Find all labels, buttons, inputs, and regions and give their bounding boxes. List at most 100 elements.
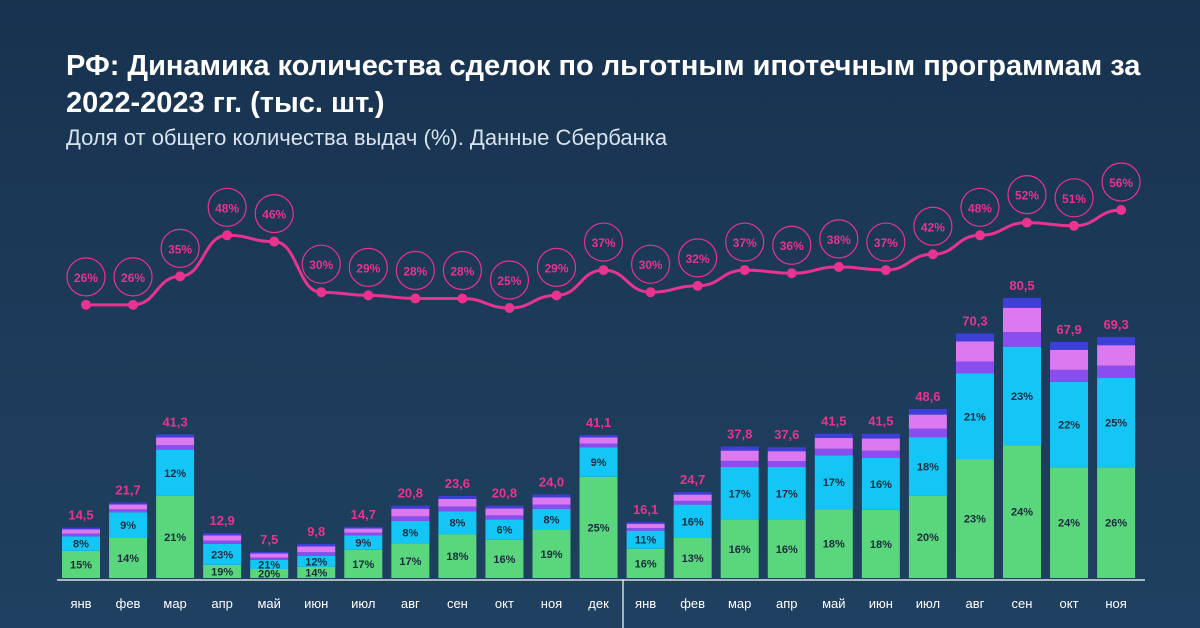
- bar-label-green: 24%: [1011, 507, 1033, 519]
- share-label: 37%: [592, 236, 616, 250]
- bar-segment-pink: [1003, 307, 1041, 333]
- share-label: 37%: [874, 236, 898, 250]
- bar-segment-green: [626, 548, 665, 578]
- share-label: 42%: [921, 220, 945, 234]
- bar-segment-violet: [297, 552, 336, 556]
- share-point: [927, 249, 938, 260]
- bar-segment-pink: [908, 414, 947, 429]
- x-tick-label: сен: [447, 596, 468, 611]
- share-line: [86, 208, 1122, 310]
- x-tick-label: мар: [728, 596, 751, 611]
- share-label-circle: [583, 222, 624, 262]
- bar-label-cyan: 18%: [917, 462, 939, 474]
- bar-label-green: 23%: [964, 514, 986, 526]
- bar-segment-green: [203, 564, 242, 578]
- bar-segment-green: [1050, 467, 1089, 578]
- bar-label-green: 14%: [117, 553, 139, 565]
- share-label: 36%: [780, 239, 804, 253]
- x-tick-label: окт: [1060, 596, 1079, 611]
- bar-segment-cyan: [391, 520, 430, 544]
- bar-segment-green: [955, 459, 994, 578]
- bar-segment-green: [908, 495, 947, 578]
- bar-total-label: 24,0: [539, 475, 564, 490]
- bar-segment-green: [109, 538, 148, 578]
- bar-label-cyan: 21%: [964, 411, 986, 423]
- share-label-circle: [66, 257, 106, 297]
- x-tick-label: авг: [966, 596, 985, 611]
- bar-label-green: 17%: [399, 556, 421, 568]
- share-point: [551, 290, 562, 301]
- bar-segment-pink: [203, 535, 242, 541]
- share-label-circle: [207, 187, 247, 227]
- bar-segment-cyan: [297, 555, 336, 567]
- bar-segment-cyan: [814, 455, 853, 510]
- bar-segment-cyan: [579, 447, 618, 477]
- bar-segment-violet: [391, 516, 430, 521]
- bar-total-label: 14,5: [68, 508, 93, 523]
- share-label: 26%: [121, 271, 145, 285]
- share-label-circle: [725, 222, 765, 262]
- bar-segment-pink: [485, 508, 524, 516]
- share-label: 28%: [450, 265, 474, 279]
- x-tick-label: окт: [495, 596, 514, 611]
- bar-segment-cyan: [485, 519, 524, 540]
- bar-segment-pink: [767, 451, 806, 462]
- bar-label-cyan: 17%: [776, 488, 798, 500]
- bar-segment-green: [579, 476, 618, 578]
- bar-label-green: 19%: [540, 549, 562, 561]
- bar-segment-navy: [1003, 298, 1041, 308]
- share-label-circle: [301, 244, 341, 284]
- bar-segment-violet: [156, 445, 195, 450]
- bar-segment-green: [532, 530, 571, 578]
- bar-label-cyan: 11%: [635, 535, 657, 547]
- bar-segment-pink: [62, 529, 100, 534]
- bar-total-label: 14,7: [351, 507, 376, 522]
- share-label-circle: [819, 219, 859, 259]
- share-label: 25%: [497, 274, 521, 288]
- bar-label-green: 24%: [1058, 518, 1080, 530]
- bar-segment-pink: [344, 528, 383, 533]
- bar-segment-violet: [1097, 365, 1136, 378]
- bar-label-cyan: 25%: [1105, 418, 1127, 430]
- x-tick-label: ноя: [541, 596, 562, 611]
- bar-total-label: 20,8: [398, 486, 423, 501]
- bar-segment-navy: [344, 526, 383, 529]
- bar-total-label: 37,8: [727, 427, 752, 442]
- bar-segment-green: [156, 495, 195, 578]
- bar-total-label: 67,9: [1056, 322, 1081, 337]
- x-tick-label: апр: [776, 596, 798, 611]
- bar-segment-cyan: [250, 559, 289, 569]
- bar-segment-pink: [955, 341, 994, 362]
- bar-segment-green: [1097, 467, 1136, 578]
- share-point: [81, 299, 91, 310]
- share-label-circle: [113, 257, 153, 297]
- bar-total-label: 37,6: [774, 427, 799, 442]
- page-title: РФ: Динамика количества сделок по льготн…: [66, 50, 1141, 119]
- x-tick-label: мар: [163, 596, 186, 611]
- bar-segment-violet: [720, 460, 759, 468]
- share-point: [410, 293, 421, 304]
- bar-segment-navy: [767, 447, 806, 452]
- x-tick-label: фев: [680, 596, 705, 611]
- bar-segment-cyan: [767, 467, 806, 520]
- bar-segment-cyan: [344, 535, 383, 550]
- bar-segment-green: [438, 534, 477, 578]
- bar-label-cyan: 17%: [729, 488, 751, 500]
- share-label-circle: [254, 194, 294, 234]
- bar-segment-navy: [532, 494, 571, 498]
- bar-segment-violet: [1050, 369, 1089, 382]
- share-point: [269, 236, 280, 247]
- bar-segment-navy: [908, 408, 947, 415]
- bar-segment-pink: [579, 437, 618, 444]
- bar-segment-cyan: [203, 543, 242, 565]
- bar-segment-pink: [673, 494, 712, 501]
- bar-segment-cyan: [62, 536, 100, 551]
- bar-segment-violet: [861, 450, 900, 458]
- bar-segment-cyan: [955, 373, 994, 460]
- bar-total-label: 41,5: [821, 414, 846, 429]
- bar-segment-navy: [297, 543, 336, 547]
- bar-label-cyan: 23%: [1011, 391, 1033, 403]
- share-label-circle: [1007, 175, 1047, 215]
- x-tick-label: фев: [116, 596, 141, 611]
- bar-label-cyan: 16%: [870, 479, 892, 491]
